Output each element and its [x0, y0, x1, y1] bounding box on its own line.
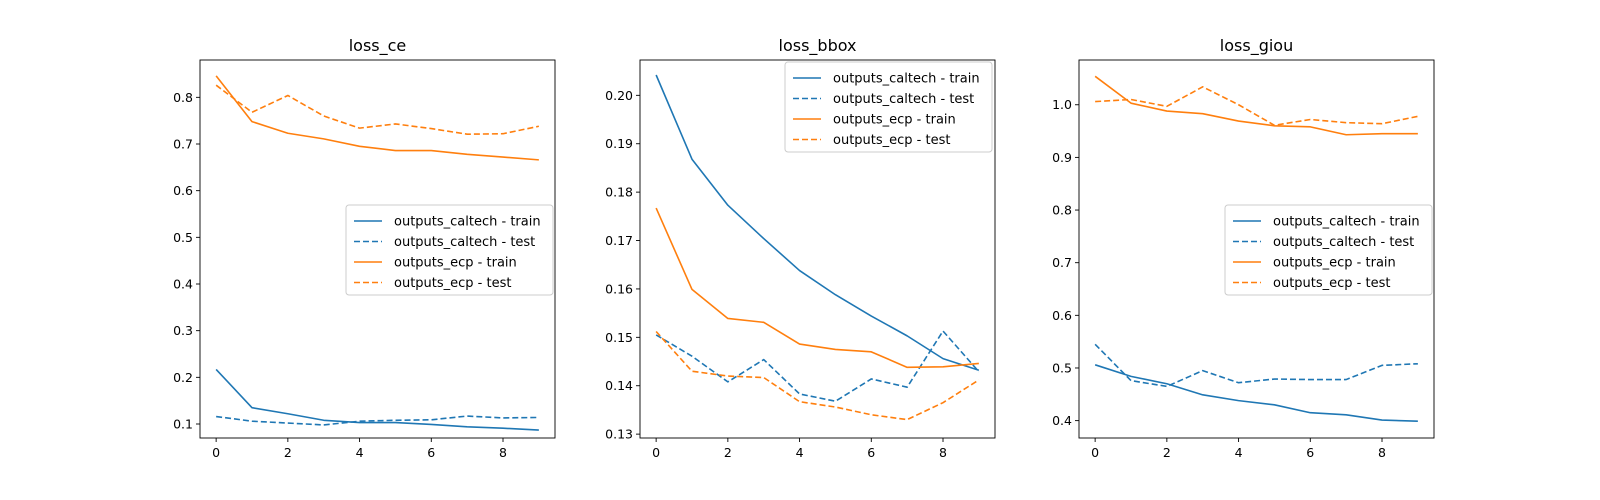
series-line-0	[1094, 364, 1418, 422]
axes-frame	[1078, 59, 1435, 439]
x-tick-label: 4	[796, 445, 804, 460]
series-line-1	[655, 330, 980, 403]
y-tick-label: 0.14	[605, 378, 633, 393]
series-group	[655, 74, 980, 421]
y-tick-label: 0.19	[605, 136, 633, 151]
y-tick-label: 0.7	[173, 137, 193, 152]
legend-frame	[345, 204, 554, 296]
y-tick-label: 0.4	[173, 277, 193, 292]
legend-label: outputs_ecp - test	[833, 133, 950, 148]
y-tick-label: 0.2	[173, 370, 193, 385]
legend-frame	[1224, 204, 1433, 296]
x-tick-label: 0	[212, 445, 220, 460]
y-tick-label: 0.7	[1052, 255, 1072, 270]
y-tick-label: 0.5	[173, 230, 193, 245]
axes-frame	[639, 59, 996, 439]
series-group	[215, 75, 540, 431]
series-line-3	[1095, 86, 1419, 127]
y-tick-label: 0.3	[173, 323, 193, 338]
y-tick-label: 0.6	[1052, 308, 1072, 323]
y-tick-label: 0.9	[1052, 150, 1072, 165]
x-tick-label: 8	[1378, 445, 1386, 460]
x-tick-label: 0	[652, 445, 660, 460]
legend-frame	[784, 61, 993, 153]
y-tick-label: 0.18	[605, 185, 633, 200]
series-line-0	[655, 74, 980, 372]
x-tick-label: 8	[939, 445, 947, 460]
y-tick-label: 0.6	[173, 183, 193, 198]
series-group	[1094, 75, 1419, 422]
subplot-1: loss_bbox 0 2 4 6 8 0.13 0.14 0.15 0.16 0.17 0.18 0.…	[605, 36, 996, 460]
y-tick-label: 0.17	[605, 233, 633, 248]
y-tick-label: 0.16	[605, 281, 633, 296]
y-tick-label: 0.20	[605, 88, 633, 103]
legend-label: outputs_caltech - train	[1273, 215, 1420, 230]
legend-label: outputs_caltech - train	[833, 72, 980, 87]
x-tick-label: 6	[1306, 445, 1314, 460]
legend-label: outputs_ecp - train	[394, 256, 517, 271]
subplot-0: loss_ce 0 2 4 6 8 0.1 0.2 0.3 0.4 0.5 0.6 0.7 0.8 outp…	[173, 36, 556, 460]
x-tick-label: 2	[284, 445, 292, 460]
x-tick-label: 6	[867, 445, 875, 460]
x-tick-label: 8	[499, 445, 507, 460]
legend-label: outputs_ecp - train	[1273, 256, 1396, 271]
legend-label: outputs_caltech - train	[394, 215, 541, 230]
y-tick-label: 1.0	[1052, 97, 1072, 112]
chart-title: loss_giou	[1220, 36, 1293, 56]
series-line-1	[1094, 343, 1418, 388]
legend-label: outputs_ecp - test	[394, 276, 511, 291]
y-tick-label: 0.13	[605, 427, 633, 442]
legend: outputs_caltech - train outputs_caltech -…	[784, 61, 993, 153]
x-tick-label: 2	[724, 445, 732, 460]
subplot-2: loss_giou 0 2 4 6 8 0.4 0.5 0.6 0.7 0.8 0.9 1.0 outpu…	[1052, 36, 1435, 460]
series-line-3	[215, 84, 540, 135]
x-tick-label: 0	[1091, 445, 1099, 460]
legend-label: outputs_ecp - train	[833, 113, 956, 128]
x-tick-label: 4	[356, 445, 364, 460]
chart-title: loss_bbox	[779, 36, 857, 56]
legend: outputs_caltech - train outputs_caltech -…	[345, 204, 554, 296]
legend-label: outputs_caltech - test	[394, 235, 535, 250]
y-tick-label: 0.1	[173, 417, 193, 432]
series-line-2	[1094, 75, 1418, 136]
series-line-2	[215, 75, 539, 161]
legend-label: outputs_caltech - test	[833, 92, 974, 107]
y-tick-label: 0.15	[605, 330, 633, 345]
y-tick-label: 0.5	[1052, 360, 1072, 375]
legend-label: outputs_caltech - test	[1273, 235, 1414, 250]
x-tick-label: 6	[427, 445, 435, 460]
legend: outputs_caltech - train outputs_caltech -…	[1224, 204, 1433, 296]
axes-frame	[199, 59, 556, 439]
series-line-1	[216, 415, 539, 426]
y-tick-label: 0.8	[1052, 203, 1072, 218]
series-line-3	[655, 330, 980, 421]
legend-label: outputs_ecp - test	[1273, 276, 1390, 291]
chart-title: loss_ce	[349, 36, 407, 56]
y-tick-label: 0.4	[1052, 413, 1072, 428]
series-line-0	[215, 368, 539, 431]
x-tick-label: 2	[1163, 445, 1171, 460]
x-tick-label: 4	[1235, 445, 1243, 460]
y-tick-label: 0.8	[173, 90, 193, 105]
series-line-2	[655, 207, 979, 369]
